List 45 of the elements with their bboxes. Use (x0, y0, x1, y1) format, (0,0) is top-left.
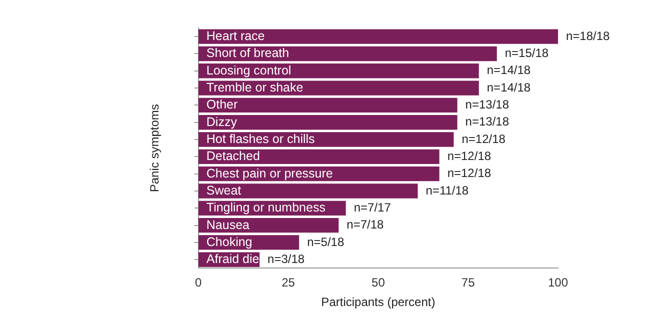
y-tick-label: Detached (206, 149, 260, 164)
y-tick-label: Afraid die (206, 252, 260, 266)
data-label: n=12/18 (447, 148, 492, 163)
y-tick-label: Short of breath (206, 46, 290, 60)
bar (198, 98, 458, 113)
x-tick-label: 0 (195, 276, 202, 290)
bar (198, 115, 458, 130)
bar (198, 132, 454, 147)
data-label: n=7/17 (354, 200, 392, 214)
data-label: n=3/18 (268, 252, 305, 266)
x-tick-label: 100 (548, 276, 568, 290)
y-tick-label: Heart race (206, 29, 265, 44)
y-tick-label: Dizzy (206, 114, 238, 129)
bar (198, 218, 339, 233)
data-label: n=18/18 (566, 28, 610, 43)
y-tick-label: Hot flashes or chills (206, 132, 315, 146)
bar (198, 46, 497, 62)
data-label: n=7/18 (346, 218, 384, 232)
y-tick-label: Sweat (206, 183, 242, 198)
x-tick-label: 25 (282, 276, 296, 290)
y-tick-label: Loosing control (206, 63, 292, 78)
data-label: n=11/18 (426, 183, 469, 198)
bar (198, 80, 479, 96)
y-tick-label: Other (206, 98, 238, 112)
bar (198, 64, 479, 78)
data-label: n=12/18 (462, 132, 506, 146)
y-axis-title: Panic symptoms (148, 104, 162, 192)
x-tick-label: 75 (461, 276, 476, 290)
y-tick-label: Choking (206, 234, 252, 249)
data-label: n=13/18 (465, 114, 510, 129)
y-tick-label: Tremble or shake (206, 80, 304, 95)
data-label: n=14/18 (486, 63, 531, 78)
x-tick-label: 50 (372, 276, 386, 290)
y-tick-label: Chest pain or pressure (206, 166, 333, 180)
data-label: n=14/18 (486, 80, 531, 94)
y-tick-label: Tingling or numbness (206, 200, 326, 215)
x-axis-title: Participants (percent) (321, 295, 436, 310)
data-label: n=15/18 (504, 46, 549, 60)
data-label: n=5/18 (307, 234, 344, 249)
data-label: n=13/18 (465, 98, 510, 112)
bar (198, 149, 440, 164)
data-label: n=12/18 (447, 166, 492, 180)
y-tick-label: Nausea (206, 218, 250, 232)
bar (198, 184, 418, 198)
bar (198, 29, 558, 44)
